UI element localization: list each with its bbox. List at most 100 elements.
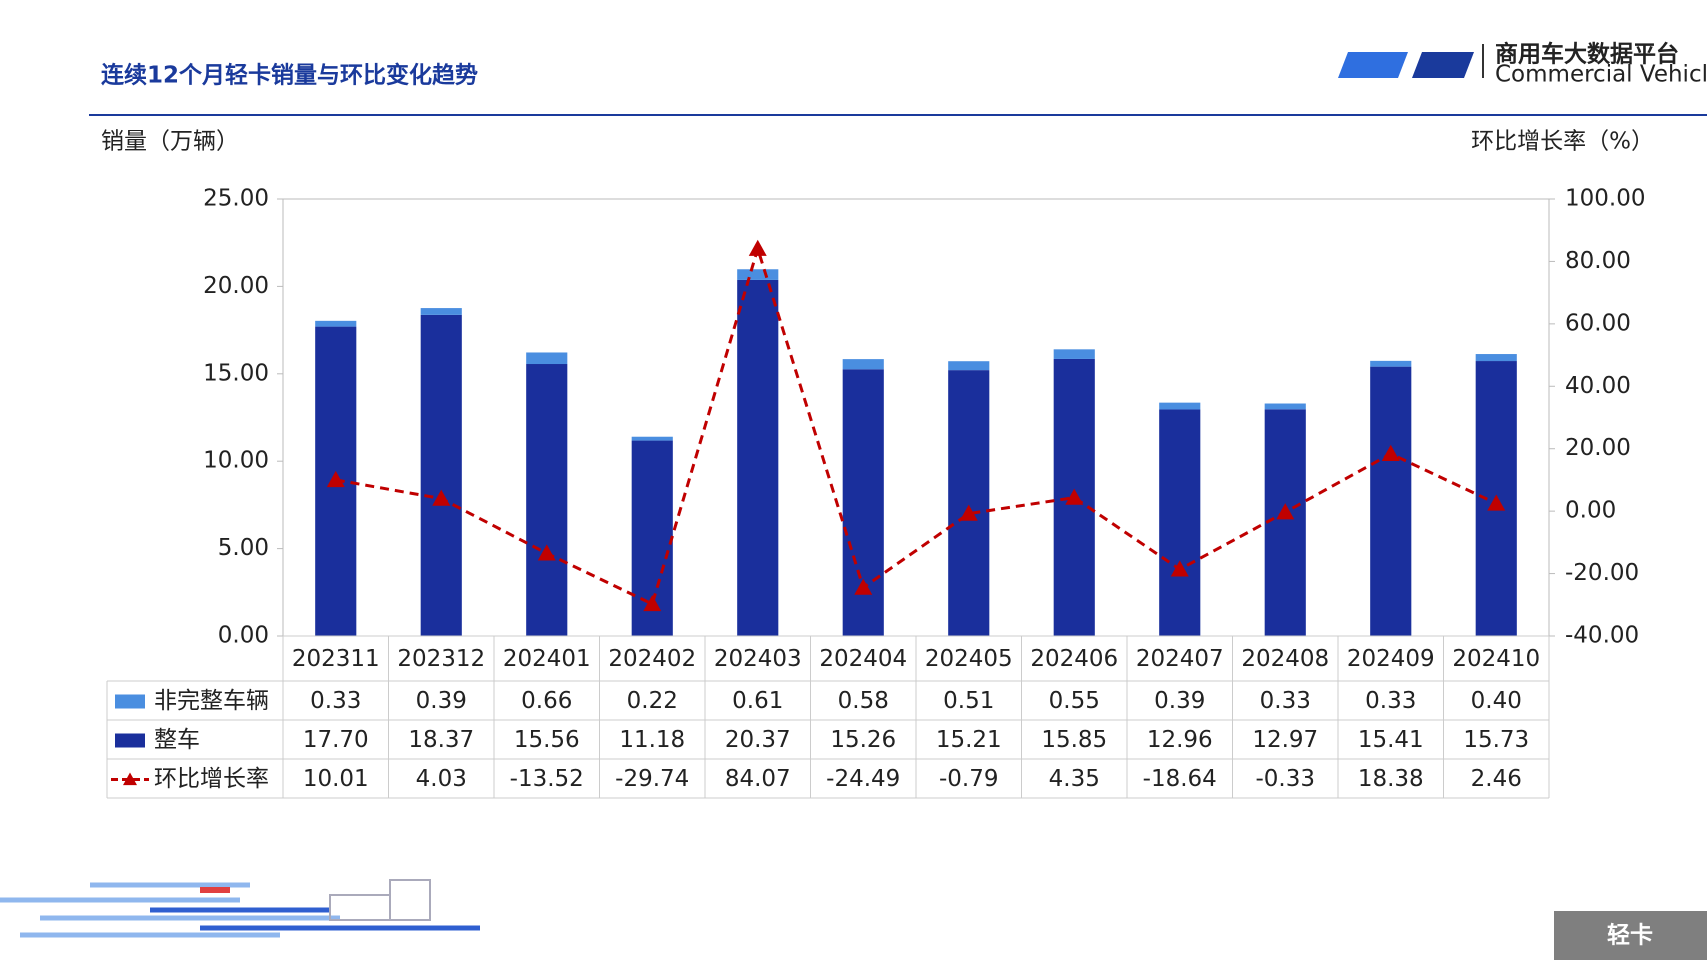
- line-marker: [854, 578, 873, 595]
- y-tick-label: 10.00: [203, 448, 269, 474]
- y2-tick-label: 0.00: [1565, 498, 1616, 524]
- bar: [737, 279, 779, 636]
- bar: [948, 370, 990, 636]
- table-value: 15.21: [936, 727, 1002, 753]
- table-value: 0.51: [943, 688, 994, 714]
- table-value: 0.40: [1471, 688, 1522, 714]
- table-value: 0.61: [732, 688, 783, 714]
- y2-tick-label: 60.00: [1565, 310, 1631, 336]
- table-value: -24.49: [826, 766, 900, 792]
- truck-decoration: [0, 879, 480, 938]
- x-tick-label: 202404: [819, 646, 907, 672]
- table-value: 18.38: [1358, 766, 1424, 792]
- line-marker: [537, 544, 556, 561]
- y2-axis-title: 环比增长率（%）: [1471, 129, 1654, 155]
- x-tick-label: 202311: [292, 646, 380, 672]
- line-marker: [1170, 560, 1189, 577]
- line-marker: [748, 239, 767, 256]
- y2-tick-label: 100.00: [1565, 186, 1645, 212]
- x-tick-label: 202403: [714, 646, 802, 672]
- table-value: 12.97: [1252, 727, 1318, 753]
- table-value: 0.33: [1365, 688, 1416, 714]
- table-value: -0.33: [1255, 766, 1315, 792]
- table-value: 84.07: [725, 766, 791, 792]
- bar: [948, 361, 990, 371]
- y-tick-label: 0.00: [218, 623, 269, 649]
- bar: [526, 352, 568, 365]
- table-value: 15.56: [514, 727, 580, 753]
- x-tick-label: 202401: [503, 646, 591, 672]
- bar: [1264, 409, 1306, 636]
- page-title: 连续12个月轻卡销量与环比变化趋势: [101, 62, 478, 89]
- bar: [1475, 354, 1517, 362]
- line-marker: [326, 470, 345, 488]
- table-value: -0.79: [939, 766, 999, 792]
- table-value: 11.18: [619, 727, 685, 753]
- line-marker: [432, 489, 451, 506]
- table-value: 20.37: [725, 727, 791, 753]
- table-value: 0.39: [416, 688, 467, 714]
- legend-label: 非完整车辆: [154, 688, 269, 714]
- plot-frame: [282, 198, 1550, 637]
- table-value: 17.70: [303, 727, 369, 753]
- bar: [1370, 366, 1412, 636]
- bar: [737, 269, 779, 280]
- table-value: 0.58: [838, 688, 889, 714]
- bar: [420, 308, 462, 315]
- legend-label: 环比增长率: [154, 766, 269, 792]
- legend-swatch: [115, 733, 145, 748]
- table-value: 4.03: [416, 766, 467, 792]
- table-value: 2.46: [1471, 766, 1522, 792]
- legend-swatch: [115, 694, 145, 709]
- x-tick-label: 202406: [1030, 646, 1118, 672]
- logo-mark: [1412, 52, 1474, 78]
- bar: [1370, 360, 1412, 367]
- bar: [420, 314, 462, 636]
- table-value: 18.37: [408, 727, 474, 753]
- table-value: 0.33: [1260, 688, 1311, 714]
- line-marker: [1065, 488, 1084, 505]
- table-value: 10.01: [303, 766, 369, 792]
- y-tick-label: 5.00: [218, 535, 269, 561]
- x-tick-label: 202410: [1452, 646, 1540, 672]
- line: [335, 243, 1497, 607]
- line-marker: [959, 504, 978, 521]
- logo-name: 商用车大数据平台: [1495, 41, 1679, 68]
- y2-tick-label: -40.00: [1565, 623, 1639, 649]
- logo-subtitle: Commercial Vehicle Big Data Platform: [1495, 62, 1707, 88]
- bar: [315, 320, 357, 327]
- x-tick-label: 202312: [397, 646, 485, 672]
- bar: [1053, 349, 1095, 359]
- y-tick-label: 25.00: [203, 186, 269, 212]
- x-tick-label: 202402: [608, 646, 696, 672]
- y2-tick-label: 40.00: [1565, 373, 1631, 399]
- bar: [842, 359, 884, 370]
- line-marker: [643, 594, 662, 612]
- y2-tick-label: 20.00: [1565, 435, 1631, 461]
- table-value: 15.85: [1041, 727, 1107, 753]
- bar: [1264, 403, 1306, 410]
- table-value: 4.35: [1049, 766, 1100, 792]
- table-value: 15.26: [830, 727, 896, 753]
- bar: [842, 369, 884, 636]
- logo: 商用车大数据平台 Commercial Vehicle Big Data Pla…: [1338, 41, 1707, 88]
- footer-box: [1554, 911, 1707, 960]
- bar: [1159, 409, 1201, 636]
- line-marker: [1487, 494, 1506, 511]
- y2-tick-label: -20.00: [1565, 560, 1639, 586]
- table-value: -18.64: [1143, 766, 1217, 792]
- table-value: 0.22: [627, 688, 678, 714]
- x-tick-label: 202409: [1347, 646, 1435, 672]
- y2-tick-label: 80.00: [1565, 248, 1631, 274]
- x-tick-label: 202405: [925, 646, 1013, 672]
- table-value: 12.96: [1147, 727, 1213, 753]
- table-value: 0.33: [310, 688, 361, 714]
- y-axis-title: 销量（万辆）: [101, 129, 239, 155]
- y-tick-label: 15.00: [203, 360, 269, 386]
- line-marker: [1381, 444, 1400, 461]
- bar: [1159, 402, 1201, 410]
- table-value: 0.55: [1049, 688, 1100, 714]
- y-tick-label: 20.00: [203, 273, 269, 299]
- table-value: 0.66: [521, 688, 572, 714]
